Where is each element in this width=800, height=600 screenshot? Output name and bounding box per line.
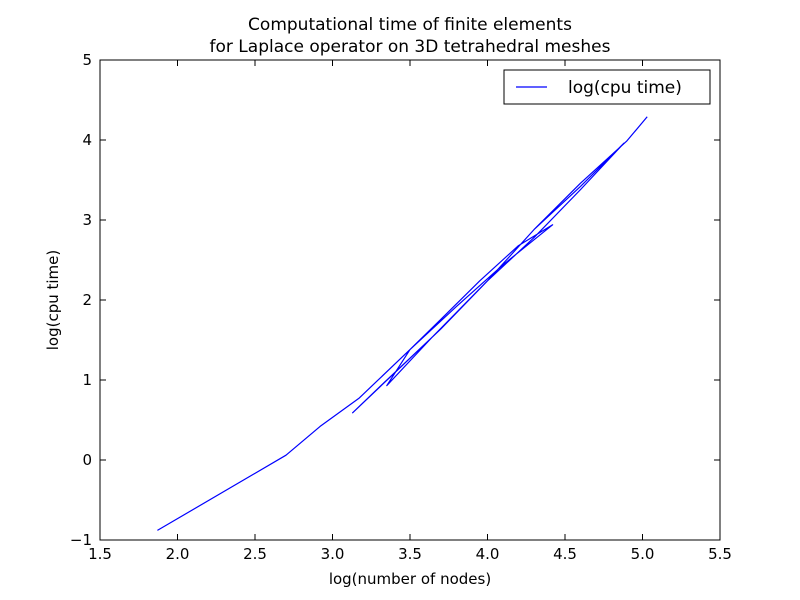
x-tick-label: 1.5 [88,545,112,563]
x-tick-label: 4.5 [553,545,577,563]
y-tick-label: 4 [82,131,92,149]
y-tick-label: 1 [82,371,92,389]
axes-frame [99,59,721,541]
x-tick-label: 3.5 [398,545,422,563]
x-tick-label: 5.0 [631,545,655,563]
x-tick-label: 2.0 [166,545,190,563]
legend: log(cpu time) [503,69,711,105]
x-tick-label: 2.5 [243,545,267,563]
x-tick-label: 3.0 [321,545,345,563]
y-tick-label: 5 [82,51,92,69]
series-line-log-cpu-time [157,116,648,531]
y-tick-label: 2 [82,291,92,309]
x-tick-label: 5.5 [708,545,732,563]
x-axis-label: log(number of nodes) [329,570,491,588]
y-tick-label: −1 [70,531,92,549]
chart-title-line-1: Computational time of finite elements [248,15,572,35]
y-tick-label: 0 [82,451,92,469]
chart-title-line-2: for Laplace operator on 3D tetrahedral m… [210,37,611,57]
y-tick-label: 3 [82,211,92,229]
x-tick-label: 4.0 [476,545,500,563]
y-axis-label: log(cpu time) [44,250,62,351]
legend-label-log-cpu-time: log(cpu time) [568,78,682,98]
